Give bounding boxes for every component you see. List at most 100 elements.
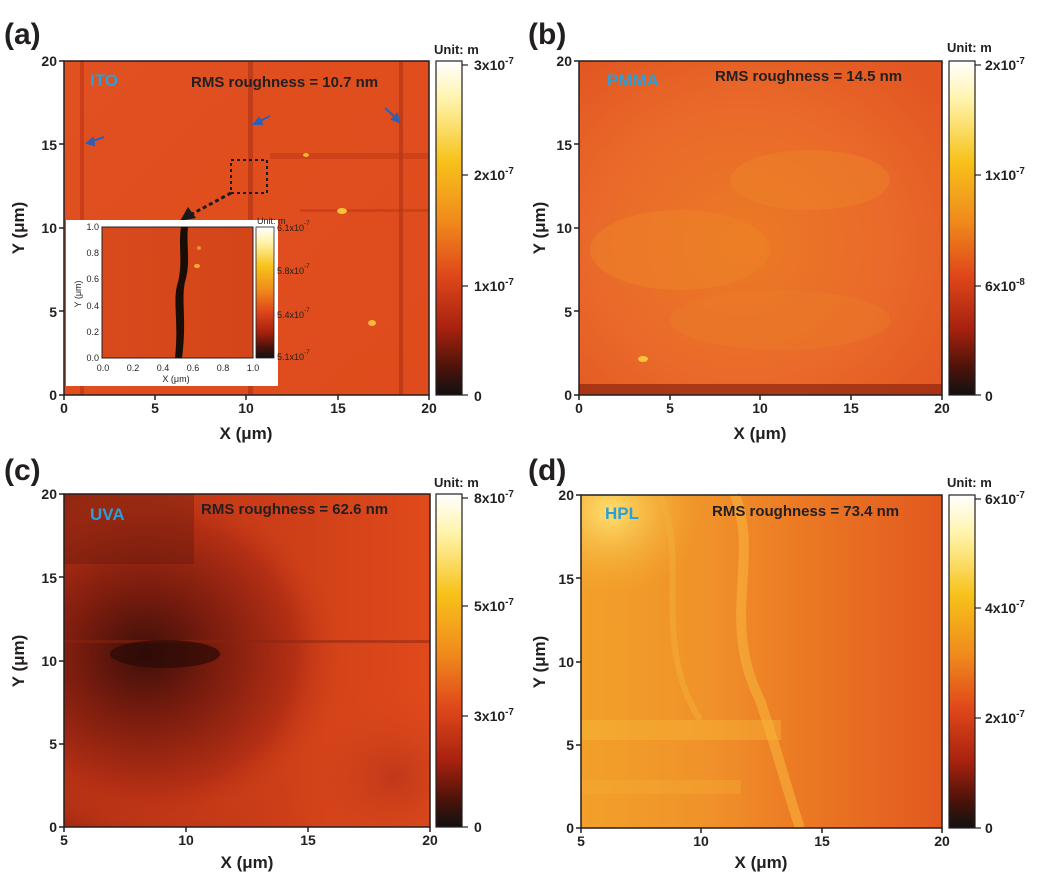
x-ticks: 0 5 10 15 20 <box>575 400 950 416</box>
inset-y-tick: 1.0 <box>86 222 99 232</box>
x-tick: 5 <box>577 833 585 849</box>
y-axis-label: Y (μm) <box>9 202 28 255</box>
sample-label: PMMA <box>607 71 659 90</box>
surface-region <box>581 780 741 794</box>
tick-marks <box>59 493 431 832</box>
y-tick: 15 <box>558 571 574 587</box>
inset-y-tick: 0.0 <box>86 353 99 363</box>
y-tick: 5 <box>49 736 57 752</box>
colorbar-tick: 1x10-7 <box>474 277 514 294</box>
surface-ridge <box>657 493 703 722</box>
y-tick: 10 <box>558 654 574 670</box>
x-axis-label: X (μm) <box>220 424 273 443</box>
y-tick: 20 <box>558 487 574 503</box>
inset-y-tick: 0.2 <box>86 327 99 337</box>
colorbar-ticks: 2x10-7 1x10-7 6x10-8 0 <box>985 56 1025 404</box>
x-tick: 5 <box>666 400 674 416</box>
inset-colorbar-tick: 5.4x10-7 <box>277 307 310 320</box>
inset-y-tick: 0.4 <box>86 301 99 311</box>
dark-region <box>110 640 220 668</box>
y-axis-label: Y (μm) <box>9 635 28 688</box>
y-tick: 20 <box>41 53 57 69</box>
inset-x-ticks: 0.0 0.2 0.4 0.6 0.8 1.0 <box>97 363 260 373</box>
streak-feature <box>399 61 403 395</box>
unit-label: Unit: m <box>434 42 479 57</box>
colorbar-tick: 0 <box>474 819 482 835</box>
y-tick: 0 <box>49 819 57 835</box>
sample-label: HPL <box>605 504 639 523</box>
rms-roughness: RMS roughness = 73.4 nm <box>712 503 899 520</box>
colorbar-tick: 0 <box>985 820 993 836</box>
colorbar-tick: 8x10-7 <box>474 489 514 506</box>
sample-label: ITO <box>90 71 118 90</box>
y-tick: 0 <box>49 387 57 403</box>
y-tick: 0 <box>564 387 572 403</box>
inset-x-tick: 0.6 <box>187 363 200 373</box>
x-tick: 20 <box>934 400 950 416</box>
inset-spot <box>197 246 201 250</box>
panel-b: (b) PMMA RMS roughness = 14.5 nm 0 5 10 … <box>528 18 1025 443</box>
inset-colorbar-ticks: 6.1x10-7 5.8x10-7 5.4x10-7 5.1x10-7 <box>277 220 310 362</box>
colorbar-tick: 6x10-8 <box>985 277 1025 294</box>
x-tick: 15 <box>330 400 346 416</box>
x-tick: 10 <box>238 400 254 416</box>
surface-region <box>581 720 781 740</box>
x-tick: 20 <box>934 833 950 849</box>
y-axis-label: Y (μm) <box>530 636 549 689</box>
surface-region <box>670 290 890 350</box>
colorbar-ticks: 3x10-7 2x10-7 1x10-7 0 <box>474 56 514 404</box>
colorbar <box>948 494 976 829</box>
y-tick: 0 <box>566 820 574 836</box>
rms-roughness: RMS roughness = 10.7 nm <box>191 74 378 91</box>
sample-label: UVA <box>90 505 125 524</box>
colorbar-tick: 6x10-7 <box>985 490 1025 507</box>
colorbar <box>435 60 463 396</box>
inset-x-tick: 0.4 <box>157 363 170 373</box>
inset-x-tick: 1.0 <box>247 363 260 373</box>
x-axis-label: X (μm) <box>735 853 788 872</box>
x-ticks: 0 5 10 15 20 <box>60 400 437 416</box>
tick-marks <box>576 494 943 833</box>
y-ticks: 0 5 10 15 20 <box>41 486 57 835</box>
panel-label: (b) <box>528 18 566 51</box>
streak-feature <box>270 153 429 159</box>
x-tick: 10 <box>693 833 709 849</box>
surface-ridge <box>730 493 805 830</box>
zoom-arrow-head <box>180 207 196 221</box>
inset-x-axis-label: X (μm) <box>162 374 189 384</box>
arrow-markers <box>84 107 401 147</box>
colorbar-tick: 5x10-7 <box>474 597 514 614</box>
panel-label: (d) <box>528 454 566 487</box>
rms-roughness: RMS roughness = 62.6 nm <box>201 501 388 518</box>
y-tick: 10 <box>41 653 57 669</box>
colorbar-tick: 2x10-7 <box>985 56 1025 73</box>
colorbar-tick: 2x10-7 <box>985 709 1025 726</box>
bright-spot <box>368 320 376 326</box>
tick-marks <box>574 60 943 400</box>
surface-region <box>581 495 942 828</box>
colorbar-tick: 2x10-7 <box>474 166 514 183</box>
panel-label: (a) <box>4 18 41 51</box>
colorbar-tick-marks <box>975 64 981 396</box>
x-tick: 15 <box>843 400 859 416</box>
x-tick: 0 <box>575 400 583 416</box>
x-tick: 10 <box>178 832 194 848</box>
y-tick: 5 <box>49 304 57 320</box>
edge-region <box>579 384 942 395</box>
bright-spot <box>337 208 347 214</box>
y-tick: 5 <box>566 737 574 753</box>
y-tick: 15 <box>41 570 57 586</box>
streak-feature <box>300 209 429 212</box>
colorbar-tick-marks <box>462 64 468 396</box>
colorbar-ticks: 6x10-7 4x10-7 2x10-7 0 <box>985 490 1025 836</box>
y-tick: 10 <box>41 220 57 236</box>
y-tick: 10 <box>556 220 572 236</box>
surface-region <box>590 210 770 290</box>
colorbar <box>948 60 976 396</box>
colorbar-tick: 1x10-7 <box>985 166 1025 183</box>
unit-label: Unit: m <box>947 40 992 55</box>
y-tick: 15 <box>556 137 572 153</box>
inset-y-tick: 0.8 <box>86 248 99 258</box>
inset-x-tick: 0.2 <box>127 363 140 373</box>
inset-groove <box>175 227 189 358</box>
